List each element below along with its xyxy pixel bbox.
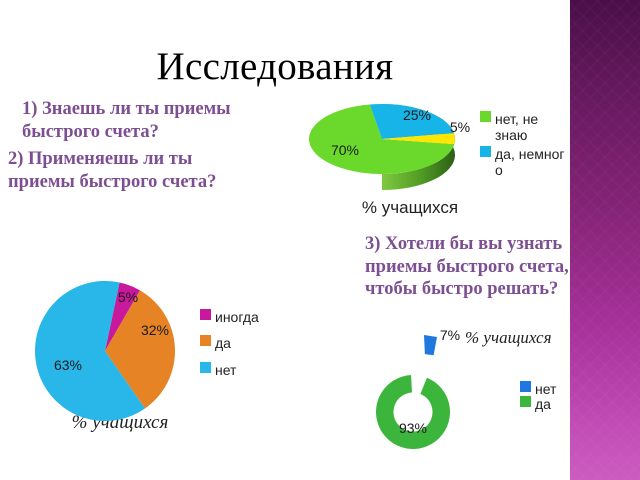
svg-text:70%: 70%	[331, 142, 359, 158]
svg-text:93%: 93%	[399, 420, 427, 436]
svg-text:25%: 25%	[403, 107, 431, 123]
svg-text:32%: 32%	[141, 322, 169, 338]
svg-text:5%: 5%	[118, 289, 138, 305]
svg-text:5%: 5%	[450, 119, 470, 135]
svg-text:63%: 63%	[54, 357, 82, 373]
svg-text:7%: 7%	[440, 327, 460, 343]
